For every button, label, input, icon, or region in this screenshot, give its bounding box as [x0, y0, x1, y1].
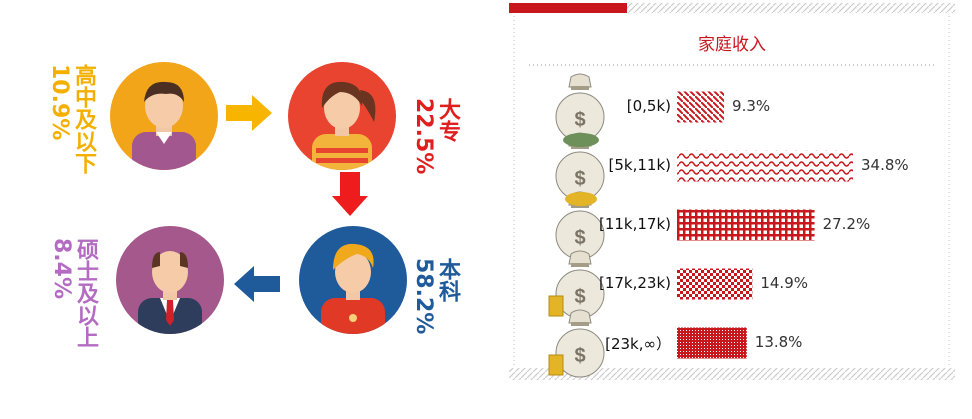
income-bar: [677, 268, 753, 300]
svg-text:$: $: [574, 345, 585, 367]
income-bar: [677, 150, 853, 182]
svg-text:$: $: [574, 286, 585, 308]
chart-title: 家庭收入: [698, 35, 766, 55]
arrow-right-icon: [226, 95, 272, 131]
value-label: 27.2%: [822, 215, 871, 233]
value-label: 13.8%: [754, 333, 803, 351]
money-bag-icon: $: [555, 132, 605, 201]
income-bars: $ $ $ $ $: [548, 73, 853, 378]
junior-college-avatar: [288, 62, 396, 170]
category-label: [5k,11k): [608, 156, 671, 174]
money-bag-icon: $: [548, 309, 605, 378]
category-label: [11k,17k): [598, 215, 671, 233]
value-label: 14.9%: [760, 274, 808, 292]
master-percent: 8.4%: [49, 238, 74, 300]
high-school-text: 高中及以下: [71, 64, 96, 174]
category-label: [17k,23k): [598, 274, 671, 292]
arrow-down-icon: [332, 172, 368, 216]
bachelor-percent: 58.2%: [411, 258, 436, 335]
panel-frame: [509, 3, 955, 380]
high-school-avatar: [110, 62, 218, 170]
high-school-percent: 10.9%: [47, 64, 72, 141]
value-label: 9.3%: [732, 97, 771, 115]
money-bag-icon: $: [548, 250, 605, 319]
arrow-left-icon: [234, 266, 280, 302]
category-label: [23k,∞）: [605, 335, 671, 353]
svg-text:$: $: [574, 227, 585, 249]
money-bag-icon: $: [555, 191, 605, 260]
value-label: 34.8%: [861, 156, 909, 174]
svg-text:$: $: [574, 168, 585, 190]
junior-college-text: 大专: [435, 98, 460, 142]
bachelor-avatar: [299, 226, 407, 334]
junior-college-percent: 22.5%: [411, 98, 436, 175]
income-bar: [677, 209, 815, 241]
bachelor-text: 本科: [435, 258, 460, 302]
svg-text:$: $: [574, 109, 585, 131]
income-bar: [677, 327, 747, 359]
master-avatar: [116, 226, 224, 334]
income-bar: [677, 91, 725, 123]
category-label: [0,5k): [626, 97, 671, 115]
income-panel: 家庭收入 $: [509, 0, 955, 380]
high-school-label: 10.9%: [47, 64, 72, 141]
master-text: 硕士及以上: [73, 238, 98, 348]
